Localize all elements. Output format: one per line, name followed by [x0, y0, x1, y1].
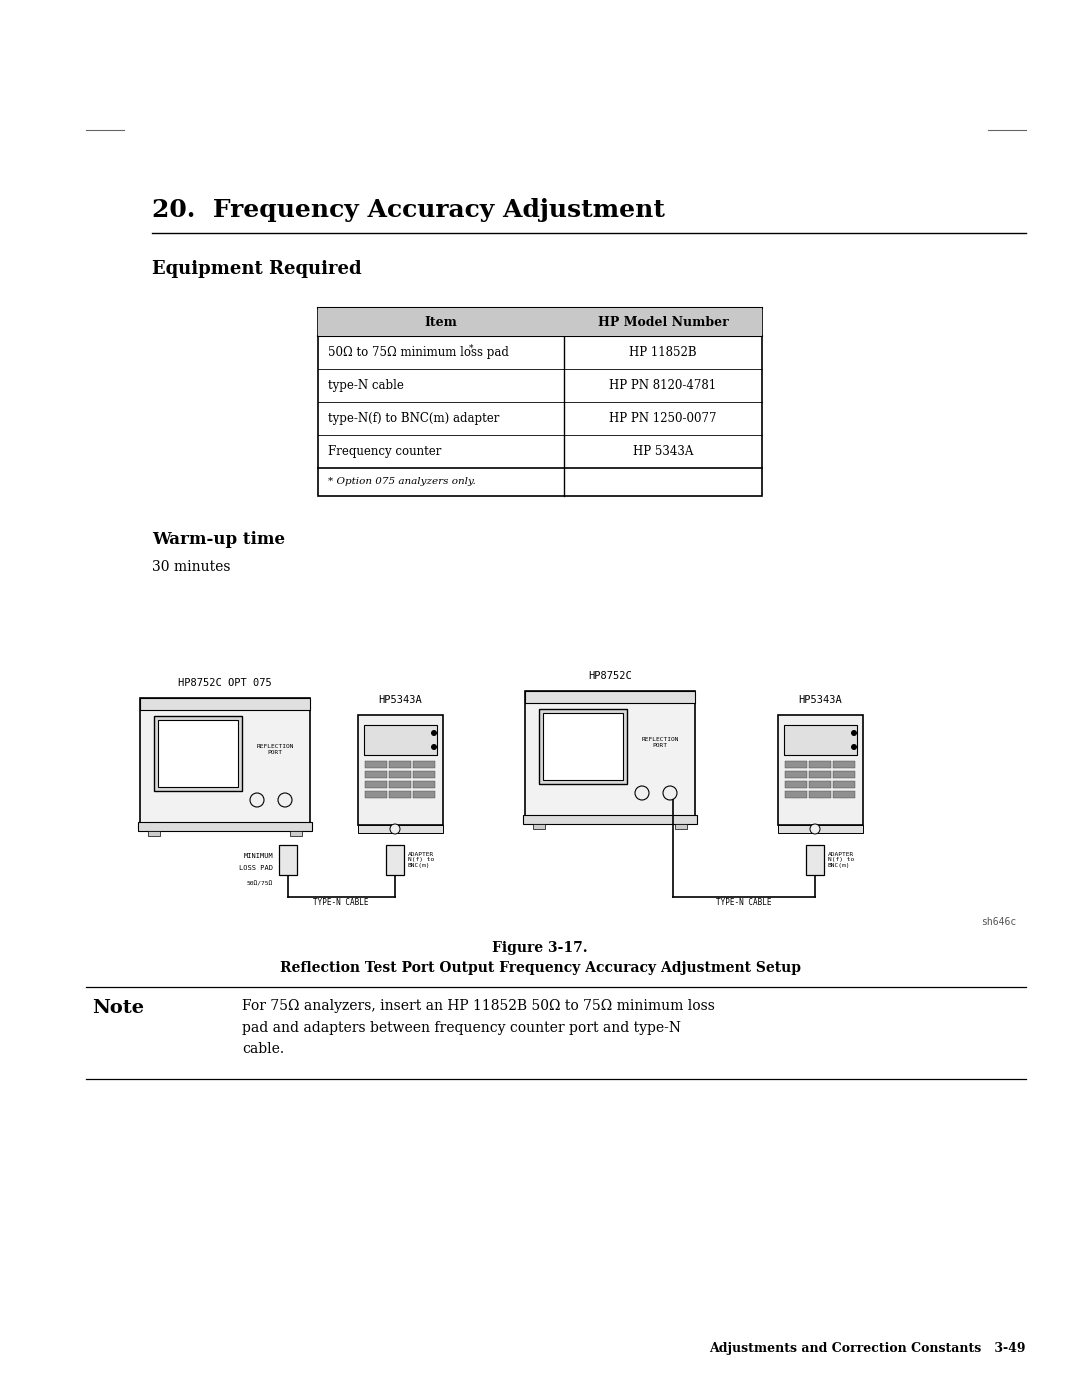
Text: For 75Ω analyzers, insert an HP 11852B 50Ω to 75Ω minimum loss
pad and adapters : For 75Ω analyzers, insert an HP 11852B 5…	[242, 999, 715, 1056]
Text: REFLECTION
PORT: REFLECTION PORT	[256, 745, 294, 754]
Text: LOSS PAD: LOSS PAD	[239, 865, 273, 870]
Circle shape	[810, 824, 820, 834]
Text: REFLECTION
PORT: REFLECTION PORT	[642, 738, 678, 747]
Text: sh646c: sh646c	[981, 916, 1016, 928]
Bar	[833, 791, 855, 798]
Text: Warm-up time: Warm-up time	[152, 531, 285, 548]
Bar	[158, 719, 238, 787]
Text: Adjustments and Correction Constants   3-49: Adjustments and Correction Constants 3-4…	[710, 1343, 1026, 1355]
Bar	[413, 771, 435, 778]
Text: HP 5343A: HP 5343A	[633, 446, 693, 458]
Text: Item: Item	[424, 316, 458, 328]
Text: HP Model Number: HP Model Number	[597, 316, 728, 328]
Text: 50Ω to 75Ω minimum loss pad: 50Ω to 75Ω minimum loss pad	[328, 346, 509, 359]
Text: ADAPTER
N(f) to
BNC(m): ADAPTER N(f) to BNC(m)	[828, 852, 854, 869]
Bar	[833, 761, 855, 768]
Bar	[365, 771, 387, 778]
Bar	[389, 761, 411, 768]
Bar	[543, 712, 623, 780]
Bar	[809, 781, 831, 788]
Bar	[318, 307, 762, 496]
Bar	[365, 761, 387, 768]
Bar	[523, 814, 697, 824]
Text: *: *	[469, 344, 473, 353]
Circle shape	[663, 787, 677, 800]
Text: Equipment Required: Equipment Required	[152, 260, 362, 278]
Bar	[140, 698, 310, 710]
Text: HP8752C OPT 075: HP8752C OPT 075	[178, 678, 272, 687]
Text: type-N cable: type-N cable	[328, 379, 404, 393]
Circle shape	[851, 731, 858, 736]
Bar	[413, 791, 435, 798]
Text: ADAPTER
N(f) to
BNC(m): ADAPTER N(f) to BNC(m)	[408, 852, 434, 869]
Bar	[389, 771, 411, 778]
Bar	[154, 717, 242, 791]
Bar	[365, 781, 387, 788]
Text: Frequency counter: Frequency counter	[328, 446, 442, 458]
Bar	[357, 715, 443, 826]
Bar	[525, 692, 696, 816]
Circle shape	[431, 745, 437, 750]
Text: Note: Note	[92, 999, 144, 1017]
Bar	[364, 725, 437, 754]
Bar	[785, 771, 807, 778]
Bar	[785, 761, 807, 768]
Bar	[809, 761, 831, 768]
Bar	[806, 845, 824, 875]
Bar	[389, 781, 411, 788]
Text: type-N(f) to BNC(m) adapter: type-N(f) to BNC(m) adapter	[328, 412, 499, 425]
Circle shape	[431, 731, 437, 736]
Text: HP 11852B: HP 11852B	[630, 346, 697, 359]
Text: Reflection Test Port Output Frequency Accuracy Adjustment Setup: Reflection Test Port Output Frequency Ac…	[280, 961, 800, 975]
Bar	[413, 781, 435, 788]
Bar	[140, 698, 310, 823]
Circle shape	[278, 793, 292, 807]
Text: HP5343A: HP5343A	[378, 694, 422, 705]
Bar	[413, 761, 435, 768]
Bar	[318, 307, 762, 337]
Text: TYPE-N CABLE: TYPE-N CABLE	[313, 898, 368, 907]
Bar	[365, 791, 387, 798]
Text: MINIMUM: MINIMUM	[243, 854, 273, 859]
Bar	[785, 781, 807, 788]
Text: HP5343A: HP5343A	[798, 694, 842, 705]
Bar	[833, 781, 855, 788]
Bar	[785, 791, 807, 798]
Bar	[279, 845, 297, 875]
Text: HP PN 1250-0077: HP PN 1250-0077	[609, 412, 717, 425]
Bar	[809, 791, 831, 798]
Bar	[138, 821, 312, 831]
Bar	[357, 826, 443, 833]
Bar	[389, 791, 411, 798]
Bar	[148, 831, 160, 835]
Bar	[809, 771, 831, 778]
Bar	[534, 824, 545, 828]
Bar	[778, 826, 863, 833]
Bar	[386, 845, 404, 875]
Text: 50Ω/75Ω: 50Ω/75Ω	[246, 880, 273, 886]
Circle shape	[635, 787, 649, 800]
Bar	[833, 771, 855, 778]
Bar	[291, 831, 302, 835]
Bar	[525, 692, 696, 703]
Text: HP8752C: HP8752C	[589, 671, 632, 680]
Bar	[539, 710, 627, 784]
Circle shape	[249, 793, 264, 807]
Bar	[784, 725, 858, 754]
Bar	[675, 824, 687, 828]
Text: 30 minutes: 30 minutes	[152, 560, 230, 574]
Text: HP PN 8120-4781: HP PN 8120-4781	[609, 379, 716, 393]
Circle shape	[851, 745, 858, 750]
Circle shape	[390, 824, 400, 834]
Text: TYPE-N CABLE: TYPE-N CABLE	[716, 898, 772, 907]
Bar	[778, 715, 863, 826]
Text: Figure 3-17.: Figure 3-17.	[492, 942, 588, 956]
Text: * Option 075 analyzers only.: * Option 075 analyzers only.	[328, 478, 476, 486]
Text: 20.  Frequency Accuracy Adjustment: 20. Frequency Accuracy Adjustment	[152, 198, 665, 222]
